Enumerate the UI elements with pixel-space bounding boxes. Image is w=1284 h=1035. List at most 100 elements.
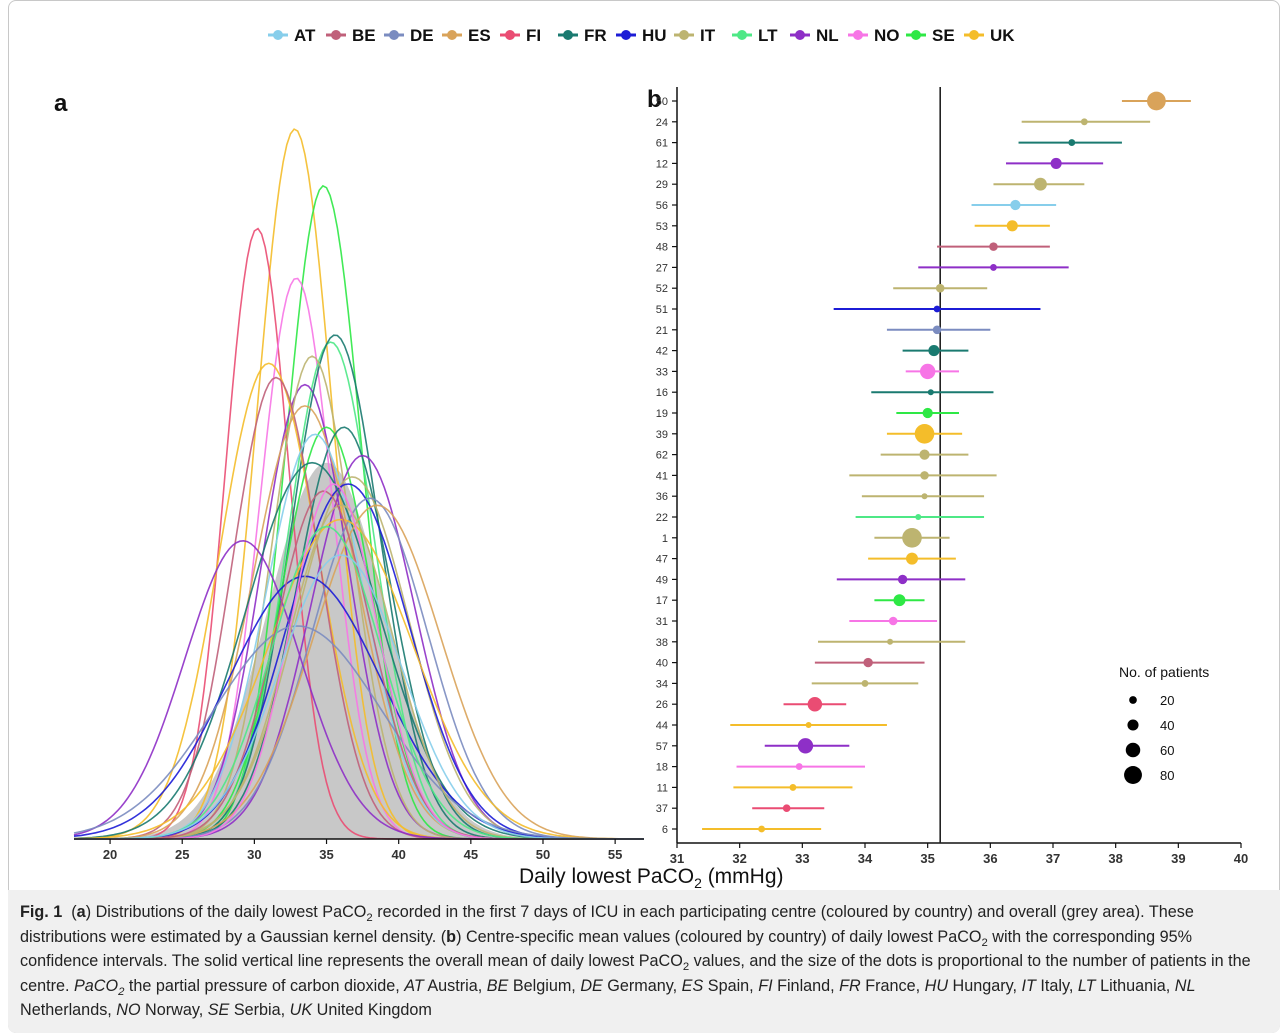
legend-key-dot: [563, 30, 573, 40]
caption-text: the partial pressure of carbon dioxide,: [124, 976, 405, 995]
legend-label: DE: [410, 26, 434, 45]
x-axis-label-unit: (mmHg): [702, 865, 784, 888]
legend-label: BE: [352, 26, 376, 45]
y-tick-label: 52: [656, 283, 668, 295]
y-tick-label: 51: [656, 304, 668, 316]
caption-text: (: [71, 903, 77, 921]
caption-abbr-name: Hungary,: [948, 976, 1022, 995]
x-tick-label: 36: [983, 851, 997, 866]
x-tick-label: 35: [920, 851, 934, 866]
centre-mean-dot: [888, 616, 898, 626]
caption-abbr-code: NO: [116, 1001, 141, 1019]
x-tick-label: 45: [464, 847, 478, 862]
size-legend-label: 80: [1160, 768, 1174, 783]
x-tick-label: 55: [608, 847, 622, 862]
legend-label: LT: [758, 26, 778, 45]
y-tick-label: 47: [656, 554, 668, 566]
x-tick-label: 25: [175, 847, 189, 862]
y-tick-label: 24: [656, 117, 668, 129]
y-tick-label: 18: [656, 762, 668, 774]
x-tick-label: 32: [732, 851, 746, 866]
caption-abbr-code: HU: [924, 976, 949, 995]
y-tick-label: 36: [656, 491, 668, 503]
caption-abbr-code: NL: [1174, 976, 1196, 995]
centre-mean-dot: [989, 242, 998, 251]
legend-label: HU: [642, 26, 667, 45]
size-legend-label: 20: [1160, 693, 1174, 708]
caption-abbr-name: Austria,: [423, 976, 487, 995]
size-legend-dot: [1127, 719, 1139, 731]
centre-mean-dot: [1080, 118, 1088, 126]
caption-abbr-code: FI: [758, 976, 773, 995]
legend-label: NO: [874, 26, 900, 45]
x-tick-label: 39: [1171, 851, 1185, 866]
y-tick-label: 27: [656, 262, 668, 274]
caption-abbr-name: United Kingdom: [312, 1001, 432, 1019]
centre-mean-dot: [906, 552, 918, 565]
x-axis-label: Daily lowest PaCO2 (mmHg): [519, 865, 784, 891]
centre-mean-dot: [782, 804, 791, 813]
y-tick-label: 37: [656, 803, 668, 815]
caption-abbr-code: SE: [207, 1001, 230, 1019]
y-tick-label: 56: [656, 200, 668, 212]
centre-mean-dot: [920, 471, 929, 480]
y-tick-label: 33: [656, 366, 668, 378]
panel-b-forest: b31 32 33 34 35 36 37 38 39 405024611229565348275…: [647, 86, 1248, 866]
centre-mean-dot: [928, 345, 940, 357]
y-tick-label: 38: [656, 637, 668, 649]
caption-abbr-name: Spain,: [703, 976, 759, 995]
caption-abbr-name: Netherlands,: [20, 1001, 117, 1019]
y-tick-label: 42: [656, 346, 668, 358]
centre-mean-dot: [897, 574, 908, 585]
caption-text: ) Distributions of the daily lowest PaCO: [85, 903, 367, 921]
caption-panel-a: a: [76, 903, 86, 921]
y-tick-label: 21: [656, 325, 668, 337]
centre-mean-dot: [914, 424, 935, 444]
centre-mean-dot: [1068, 139, 1076, 147]
size-legend-dot: [1125, 742, 1141, 758]
legend-key-dot: [969, 30, 979, 40]
legend-key-dot: [621, 30, 631, 40]
size-legend-label: 60: [1160, 743, 1174, 758]
y-tick-label: 26: [656, 699, 668, 711]
caption-abbr-name: Norway,: [140, 1001, 208, 1019]
caption-abbr-name: Lithuania,: [1095, 976, 1175, 995]
caption-abbr-code: AT: [404, 976, 424, 995]
centre-mean-dot: [861, 679, 869, 687]
caption-text: with the corresponding 95% confidence in…: [20, 927, 1193, 971]
country-legend: AT BE DE ES FI FR HU IT LT NL NO SE UK: [268, 26, 1015, 45]
centre-mean-dot: [887, 638, 894, 645]
x-axis-label-subscript: 2: [694, 875, 702, 891]
y-tick-label: 12: [656, 158, 668, 170]
x-tick-label: 37: [1046, 851, 1060, 866]
overall-density-area: [74, 462, 644, 839]
legend-key-dot: [911, 30, 921, 40]
size-legend-dot: [1129, 696, 1137, 704]
centre-mean-dot: [805, 722, 812, 728]
centre-mean-dot: [902, 528, 922, 548]
figure-frame: AT BE DE ES FI FR HU IT LT NL NO SE UK a 20 25 30 35 40 45…: [8, 0, 1280, 1033]
y-tick-label: 16: [656, 387, 668, 399]
caption-abbr-name: Italy,: [1035, 976, 1078, 995]
y-tick-label: 48: [656, 242, 668, 254]
caption-abbr-name: Serbia,: [229, 1001, 290, 1019]
caption-paragraph: Fig. 1 (a) Distributions of the daily lo…: [20, 900, 1268, 1023]
legend-key-dot: [853, 30, 863, 40]
y-tick-label: 39: [656, 429, 668, 441]
caption-abbr-code: BE: [486, 976, 509, 995]
legend-key-dot: [389, 30, 399, 40]
y-tick-label: 44: [656, 720, 668, 732]
centre-mean-dot: [922, 407, 933, 419]
y-tick-label: 11: [657, 782, 668, 794]
density-curve: [74, 554, 644, 840]
caption-fig-label: Fig. 1: [20, 903, 63, 921]
centre-mean-dot: [795, 763, 803, 771]
y-tick-label: 29: [656, 179, 668, 191]
x-tick-label: 30: [247, 847, 261, 862]
centre-mean-dot: [935, 283, 945, 293]
x-tick-label: 40: [1234, 851, 1248, 866]
legend-label: ES: [468, 26, 491, 45]
x-tick-label: 50: [536, 847, 550, 862]
centre-mean-dot: [921, 493, 928, 500]
legend-label: FR: [584, 26, 607, 45]
